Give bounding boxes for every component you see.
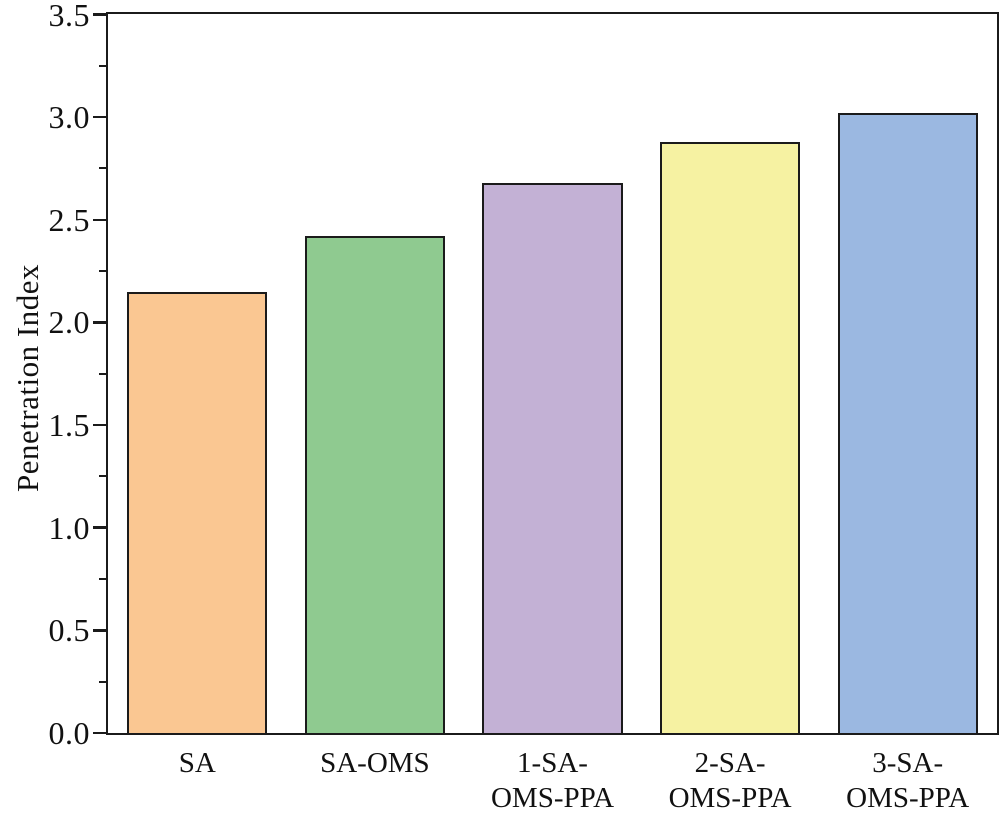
- y-minor-tick: [99, 270, 106, 273]
- y-minor-tick: [99, 64, 106, 67]
- y-major-tick: [93, 629, 106, 632]
- x-tick-label: 1-SA- OMS-PPA: [490, 747, 615, 814]
- x-tick-label: 3-SA- OMS-PPA: [846, 747, 970, 814]
- bar-3-sa-oms-ppa: [837, 113, 978, 735]
- y-minor-tick: [99, 578, 106, 581]
- y-tick-label: 2.0: [48, 304, 90, 341]
- bar-1-sa-oms-ppa: [482, 182, 623, 735]
- y-tick-label: 1.0: [48, 509, 90, 546]
- y-tick-label: 3.5: [48, 0, 90, 33]
- y-tick-label: 0.5: [48, 612, 90, 649]
- y-major-tick: [93, 115, 106, 119]
- y-major-tick: [93, 218, 106, 222]
- y-axis-title: Penetration Index: [10, 263, 45, 493]
- y-major-tick: [93, 13, 106, 16]
- y-major-tick: [93, 423, 106, 427]
- y-tick-label: 2.5: [48, 201, 90, 238]
- y-minor-tick: [99, 475, 106, 478]
- bar-sa: [127, 291, 268, 735]
- y-minor-tick: [99, 372, 106, 375]
- y-minor-tick: [99, 680, 106, 683]
- x-tick-label: 2-SA- OMS-PPA: [668, 747, 792, 814]
- bar-sa-oms: [304, 236, 446, 735]
- y-tick-label: 1.5: [48, 407, 90, 444]
- y-major-tick: [93, 321, 106, 324]
- y-tick-label: 3.0: [48, 99, 90, 136]
- y-major-tick: [93, 526, 106, 529]
- y-tick-label: 0.0: [48, 715, 90, 751]
- x-tick-label: SA: [178, 747, 216, 779]
- y-minor-tick: [99, 167, 106, 170]
- bar-2-sa-oms-ppa: [659, 141, 801, 735]
- x-tick-label: SA-OMS: [320, 747, 430, 779]
- y-major-tick: [93, 731, 106, 735]
